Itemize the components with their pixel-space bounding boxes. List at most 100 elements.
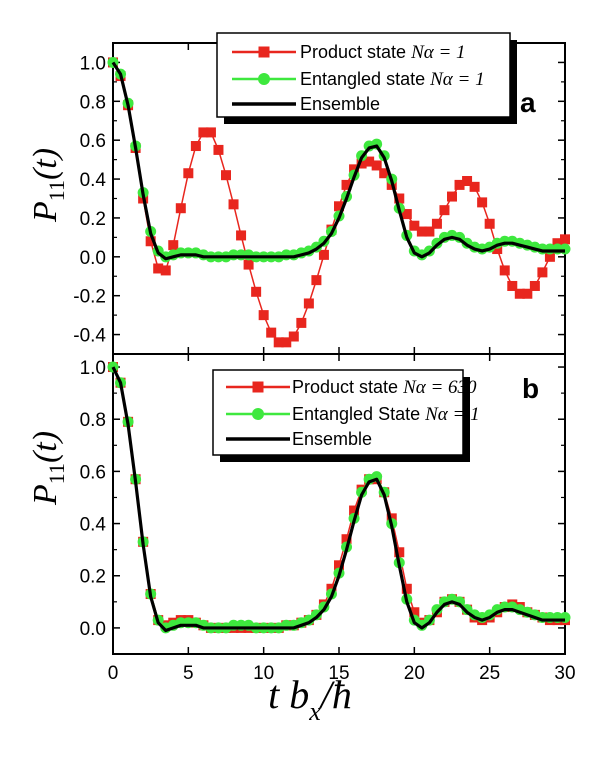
- x-tick-label: 0: [108, 663, 119, 684]
- data-point-product-state-a: [205, 127, 216, 138]
- data-point-product-state-a: [552, 238, 563, 249]
- legend-swatch-marker: [258, 46, 270, 58]
- x-tick-label: 15: [328, 663, 349, 684]
- x-axis-label: t bx/ħ: [268, 672, 352, 726]
- y-tick-label-a: 1.0: [80, 53, 106, 74]
- data-point-product-state-a: [318, 249, 329, 260]
- legend-swatch-marker: [252, 381, 264, 393]
- data-point-product-state-a: [544, 251, 555, 262]
- ticks-b: 0.0 0.2 0.4 0.6 0.8 1.0 0 5 10 15 20 25 30: [80, 354, 576, 684]
- series-group-a: [107, 56, 571, 348]
- legend-swatch-marker: [252, 408, 264, 420]
- data-point-product-state-a: [311, 275, 322, 286]
- y-label-sub-b: 11: [44, 463, 69, 484]
- data-point-product-state-a: [447, 191, 457, 202]
- data-point-product-state-a: [303, 298, 314, 309]
- data-point-product-state-a: [349, 164, 360, 175]
- data-point-product-state-a: [537, 267, 548, 278]
- data-point-product-state-a: [499, 265, 510, 276]
- legend-label: Ensemble: [300, 94, 380, 114]
- data-point-product-state-a: [529, 280, 540, 291]
- panel-b: 0.00.20.40.60.81.00 5 10 15 20 25 30 b P11(t) …: [27, 353, 576, 726]
- data-point-product-state-a: [431, 218, 442, 229]
- legend-item-entangled-state: Entangled state Nα = 1: [232, 69, 485, 90]
- legend-label: Product state Nα = 1: [300, 42, 466, 63]
- data-point-product-state-b: [394, 547, 405, 558]
- y-tick-label-a: 0.4: [80, 170, 107, 191]
- x-tick-label: 30: [554, 663, 575, 684]
- data-point-product-state-a: [175, 203, 186, 214]
- data-point-product-state-a: [145, 236, 156, 247]
- data-point-entangled-state-b: [431, 604, 443, 616]
- x-label-main: t b: [268, 672, 309, 717]
- data-point-product-state-a: [439, 205, 450, 216]
- y-tick-label-b: 0.0: [80, 619, 106, 640]
- legend-label: Product state Nα = 630: [292, 377, 477, 398]
- legend-b: Product state Nα = 630 Entangled State Nα =…: [212, 369, 480, 462]
- data-point-product-state-a: [266, 327, 277, 338]
- data-point-product-state-a: [379, 168, 390, 179]
- x-label-tail: /ħ: [319, 672, 352, 717]
- x-label-sub: x: [308, 697, 321, 726]
- y-label-arg-a: (t): [27, 148, 64, 180]
- data-point-product-state-a: [514, 288, 525, 299]
- data-point-product-state-a: [560, 234, 570, 245]
- data-point-product-state-a: [243, 259, 254, 270]
- data-point-product-state-a: [198, 127, 209, 138]
- legend-items-a: Product state Nα = 1 Entangled state Nα = 1…: [232, 42, 485, 114]
- data-point-product-state-a: [469, 181, 480, 192]
- data-point-product-state-a: [334, 201, 344, 212]
- legend-item-product-state: Product state Nα = 630: [226, 377, 477, 398]
- data-point-product-state-a: [190, 141, 201, 152]
- y-label-main-b: P: [27, 484, 64, 506]
- y-tick-label-a: 0.0: [80, 248, 106, 269]
- data-point-product-state-a: [424, 226, 435, 237]
- data-point-product-state-b: [409, 607, 420, 618]
- legend-label: Entangled state Nα = 1: [300, 69, 485, 90]
- data-point-product-state-a: [364, 156, 375, 167]
- legend-math: Nα = 630: [402, 377, 477, 398]
- legend-math: Nα = 1: [410, 42, 465, 63]
- legend-label: Entangled State Nα = 1: [292, 404, 480, 425]
- data-point-entangled-state-a: [559, 243, 571, 255]
- legend-math: Nα = 1: [424, 404, 479, 425]
- data-point-product-state-a: [371, 160, 382, 171]
- legend-item-product-state: Product state Nα = 1: [232, 42, 466, 63]
- y-axis-label-b: P11(t): [27, 431, 69, 506]
- data-point-product-state-a: [477, 197, 488, 208]
- legend-label: Ensemble: [292, 429, 372, 449]
- y-tick-label-a: 0.8: [80, 92, 106, 113]
- data-point-product-state-b: [349, 505, 360, 516]
- data-point-product-state-a: [221, 170, 231, 181]
- panel-label-a: a: [520, 87, 536, 118]
- legend-a: Product state Nα = 1 Entangled state Nα = 1…: [216, 32, 517, 124]
- y-label-main-a: P: [27, 201, 64, 223]
- data-point-product-state-a: [183, 168, 194, 179]
- data-point-product-state-a: [401, 209, 412, 220]
- y-axis-label-a: P11(t): [27, 148, 69, 223]
- data-point-product-state-a: [484, 218, 495, 229]
- data-point-product-state-a: [507, 280, 518, 291]
- data-point-product-state-b: [341, 534, 352, 545]
- legend-item-entangled-state: Entangled State Nα = 1: [226, 404, 480, 425]
- y-tick-label-b: 0.2: [80, 567, 106, 588]
- data-point-product-state-a: [153, 263, 164, 274]
- data-point-product-state-a: [251, 286, 262, 297]
- series-group-b: [107, 361, 571, 634]
- data-point-product-state-a: [492, 244, 503, 255]
- legend-items-b: Product state Nα = 630 Entangled State Nα =…: [226, 377, 480, 449]
- y-tick-label-b: 0.8: [80, 410, 106, 431]
- data-point-product-state-a: [228, 199, 239, 210]
- y-tick-label-b: 0.6: [80, 462, 106, 483]
- data-point-product-state-b: [401, 583, 412, 594]
- legend-swatch-marker: [258, 73, 270, 85]
- series-line-ensemble-b: [111, 366, 565, 633]
- x-tick-label: 20: [404, 663, 425, 684]
- y-tick-label-a: 0.6: [80, 131, 106, 152]
- data-point-product-state-a: [160, 265, 171, 276]
- data-point-product-state-a: [296, 317, 307, 328]
- data-point-product-state-a: [213, 144, 224, 155]
- y-label-arg-b: (t): [27, 431, 64, 463]
- data-point-product-state-a: [281, 337, 292, 348]
- legend-item-ensemble: Ensemble: [226, 429, 372, 449]
